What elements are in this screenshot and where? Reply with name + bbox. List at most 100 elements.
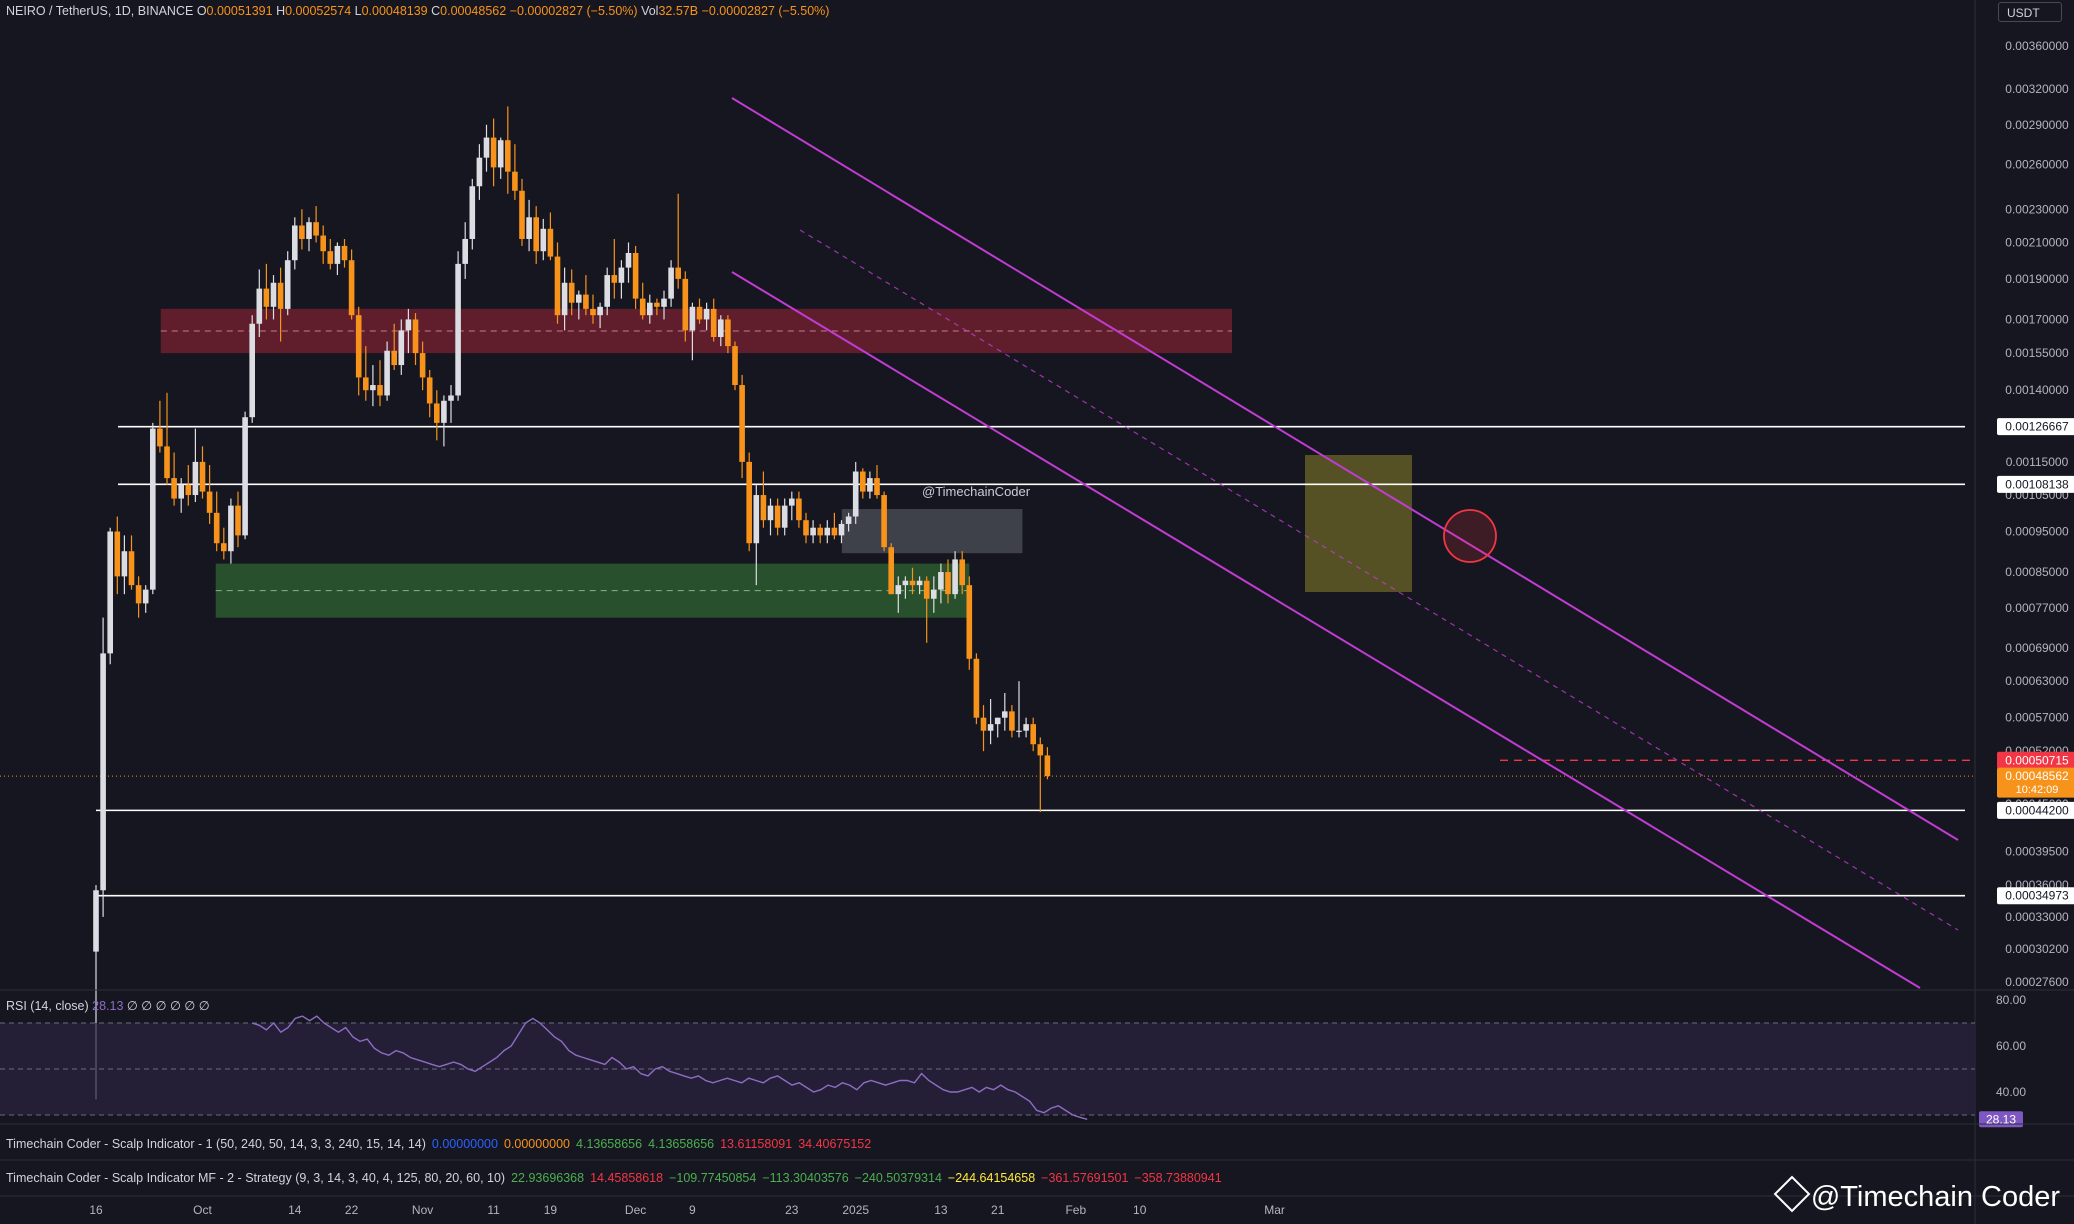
time-tick-label-3: 22 — [345, 1203, 359, 1217]
price-tick-label-9: 0.00140000 — [2005, 383, 2069, 397]
indicator-2-value-5: −244.64154658 — [947, 1171, 1036, 1185]
candle-body-74 — [618, 267, 625, 283]
price-tag-bg-1 — [1997, 475, 2074, 493]
candle-body-122 — [959, 559, 965, 586]
time-tick-label-12: 21 — [991, 1203, 1005, 1217]
candle-body-12 — [178, 484, 184, 499]
candle-body-94 — [760, 495, 767, 521]
price-tick-label-4: 0.00230000 — [2005, 202, 2069, 216]
candle-body-15 — [199, 461, 206, 492]
candle-body-66 — [561, 282, 568, 316]
candle-body-60 — [519, 190, 525, 239]
candle-body-58 — [505, 140, 511, 172]
candle-body-108 — [860, 471, 866, 492]
candle-body-132 — [1030, 724, 1036, 745]
indicator-1-value-3: 4.13658656 — [648, 1137, 715, 1151]
price-tick-label-8: 0.00155000 — [2005, 346, 2069, 360]
candle-body-3 — [114, 531, 121, 577]
price-tag-1: 0.00108138 — [1997, 475, 2074, 493]
price-tag-4: 0.00044200 — [1997, 801, 2074, 819]
chart-watermark: @TimechainCoder — [922, 484, 1031, 499]
volume-change: −0.00002827 (−5.50%) — [701, 4, 830, 18]
indicator-2-value-2: −109.77450854 — [669, 1171, 757, 1185]
candle-body-104 — [831, 527, 838, 536]
time-tick-label-5: 11 — [487, 1203, 500, 1217]
candle-body-24 — [263, 288, 270, 307]
price-tick-label-0: 0.00360000 — [2005, 39, 2069, 53]
candle-body-131 — [1023, 724, 1029, 731]
symbol-name[interactable]: NEIRO / TetherUS, 1D, BINANCE — [6, 4, 194, 18]
indicator-1-values: 0.00000000 0.00000000 4.13658656 4.13658656… — [432, 1137, 877, 1151]
candle-body-111 — [881, 495, 887, 548]
price-tick-label-20: 0.00039500 — [2005, 844, 2069, 858]
price-tick-label-14: 0.00077000 — [2005, 601, 2069, 615]
candle-body-54 — [476, 157, 483, 187]
candle-body-37 — [355, 315, 362, 378]
time-tick-label-10: 2025 — [842, 1203, 869, 1217]
candle-body-36 — [348, 260, 355, 316]
price-tag-5: 0.00034973 — [1997, 887, 2074, 905]
price-tag-2: 0.00050715 — [1997, 751, 2074, 769]
candle-body-33 — [327, 251, 334, 264]
resistance-zone — [160, 308, 1232, 354]
indicator-2-name: Timechain Coder - Scalp Indicator MF - 2… — [6, 1171, 506, 1185]
change-value: −0.00002827 (−5.50%) — [509, 4, 638, 18]
candle-body-109 — [867, 478, 873, 492]
price-tag-0: 0.00126667 — [1997, 418, 2074, 436]
candle-body-134 — [1044, 755, 1051, 777]
price-tick-label-24: 0.00027600 — [2005, 975, 2069, 989]
close-value: 0.00048562 — [440, 4, 507, 18]
candle-body-124 — [973, 658, 980, 718]
indicator-2-value-6: −361.57691501 — [1041, 1171, 1129, 1185]
candle-body-42 — [391, 350, 397, 366]
candle-body-88 — [718, 319, 724, 338]
candle-body-76 — [632, 252, 639, 299]
consolidation-box — [841, 509, 1023, 554]
candle-body-125 — [980, 717, 987, 731]
candle-body-92 — [746, 461, 752, 544]
candle-body-7 — [142, 589, 149, 604]
candle-body-71 — [597, 306, 603, 316]
high-value: 0.00052574 — [285, 4, 352, 18]
candle-body-25 — [270, 282, 277, 307]
rsi-legend[interactable]: RSI (14, close) 28.13 ∅ ∅ ∅ ∅ ∅ ∅ — [6, 998, 210, 1013]
time-tick-label-7: Dec — [625, 1203, 646, 1217]
candle-body-84 — [689, 306, 696, 331]
candle-body-85 — [696, 306, 703, 320]
candle-body-43 — [398, 330, 405, 366]
candle-body-69 — [583, 294, 589, 309]
candle-body-77 — [639, 298, 646, 316]
candle-body-123 — [966, 585, 973, 659]
indicator-2-values: 22.93696368 14.45858618 −109.77450854 −113.… — [511, 1171, 1228, 1185]
candle-body-20 — [235, 505, 241, 536]
candle-body-95 — [767, 505, 774, 521]
candle-body-110 — [874, 478, 880, 496]
candle-body-18 — [221, 543, 227, 552]
price-tag-label-5: 0.00034973 — [2005, 889, 2069, 903]
candle-body-38 — [363, 377, 369, 391]
indicator-2-value-0: 22.93696368 — [511, 1171, 585, 1185]
diamond-logo-icon — [1773, 1175, 1811, 1213]
candle-body-59 — [512, 171, 518, 191]
indicator-2-value-4: −240.50379314 — [854, 1171, 942, 1185]
indicator-1-legend[interactable]: Timechain Coder - Scalp Indicator - 1 (5… — [6, 1137, 883, 1151]
candle-body-101 — [810, 527, 816, 536]
time-tick-label-8: 9 — [689, 1203, 696, 1217]
candle-body-79 — [654, 302, 660, 307]
rsi-axis-label-1: 60.00 — [1996, 1039, 2026, 1053]
candle-body-1 — [100, 653, 106, 891]
candle-body-23 — [256, 288, 263, 324]
candle-body-31 — [313, 222, 319, 236]
candle-body-32 — [320, 235, 326, 252]
price-tick-label-12: 0.00095000 — [2005, 525, 2069, 539]
indicator-1-value-5: 34.40675152 — [798, 1137, 872, 1151]
rsi-axis-label-0: 80.00 — [1996, 993, 2026, 1007]
candle-body-80 — [661, 298, 667, 307]
currency-button[interactable]: USDT — [1998, 2, 2062, 22]
breakout-circle — [1443, 509, 1497, 563]
indicator-1-value-0: 0.00000000 — [431, 1137, 498, 1151]
candle-body-13 — [185, 484, 192, 496]
candle-body-99 — [796, 498, 802, 521]
indicator-2-legend[interactable]: Timechain Coder - Scalp Indicator MF - 2… — [6, 1171, 1234, 1185]
